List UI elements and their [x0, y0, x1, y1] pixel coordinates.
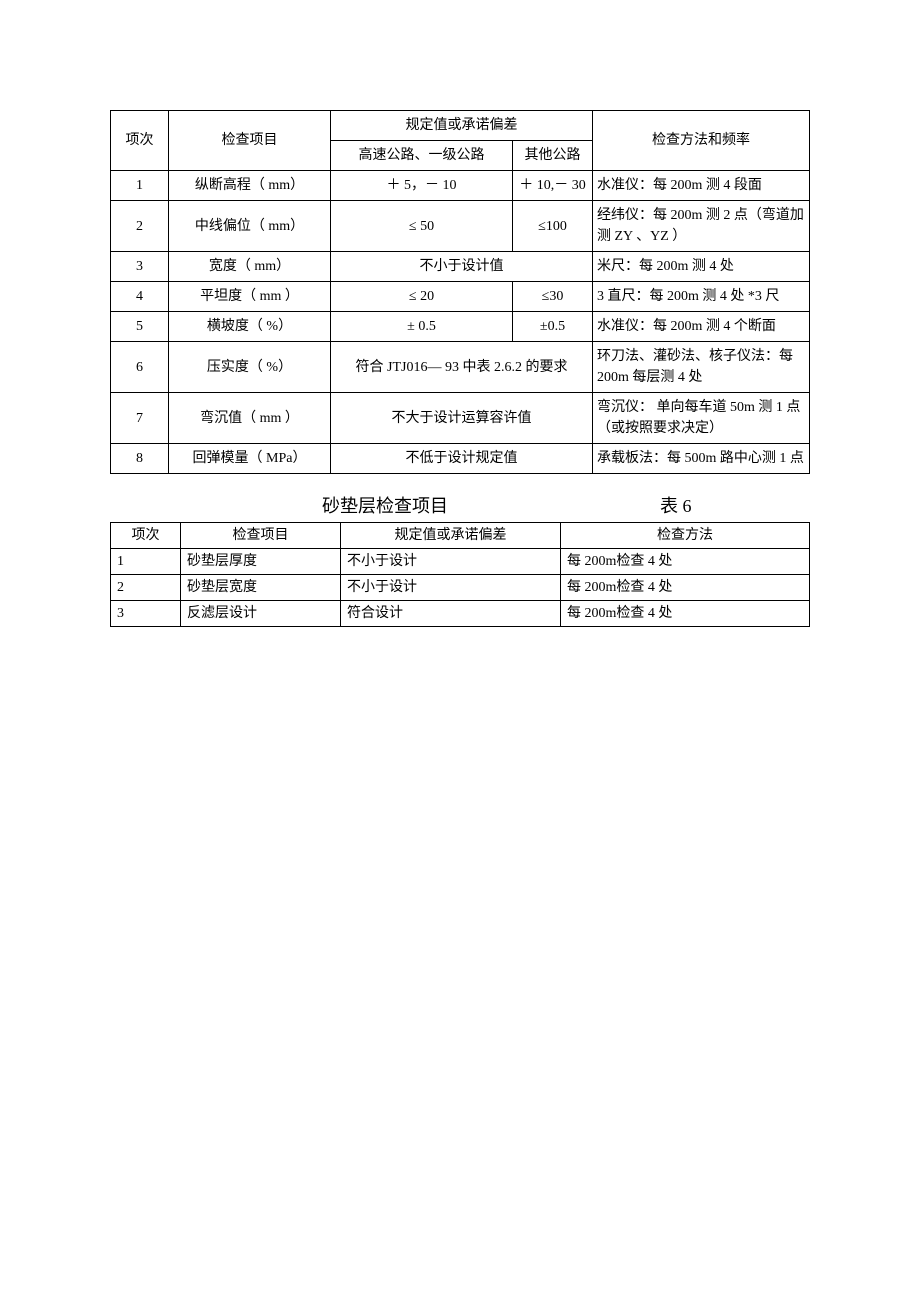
cell-n: 1: [111, 549, 181, 575]
cell-n: 2: [111, 201, 169, 252]
col-header-spec: 规定值或承诺偏差: [331, 111, 593, 141]
col-header-spec: 规定值或承诺偏差: [341, 523, 561, 549]
col-header-item: 检查项目: [169, 111, 331, 171]
cell-item: 反滤层设计: [181, 601, 341, 627]
cell-item: 回弹模量（ MPa）: [169, 444, 331, 474]
table-row: 4 平坦度（ mm ） ≤ 20 ≤30 3 直尺：每 200m 测 4 处 *…: [111, 282, 810, 312]
cell-item: 砂垫层宽度: [181, 575, 341, 601]
cell-item: 中线偏位（ mm）: [169, 201, 331, 252]
cell-item: 压实度（ %）: [169, 342, 331, 393]
inspection-table-2: 项次 检查项目 规定值或承诺偏差 检查方法 1 砂垫层厚度 不小于设计 每 20…: [110, 522, 810, 627]
cell-merged: 不低于设计规定值: [331, 444, 593, 474]
table-row: 1 砂垫层厚度 不小于设计 每 200m检查 4 处: [111, 549, 810, 575]
table-row: 5 横坡度（ %） ± 0.5 ±0.5 水准仪：每 200m 测 4 个断面: [111, 312, 810, 342]
cell-item: 砂垫层厚度: [181, 549, 341, 575]
cell-n: 1: [111, 171, 169, 201]
cell-other: ≤30: [513, 282, 593, 312]
cell-spec: 符合设计: [341, 601, 561, 627]
col-header-index: 项次: [111, 523, 181, 549]
cell-n: 7: [111, 393, 169, 444]
col-header-method: 检查方法: [561, 523, 810, 549]
col-header-item: 检查项目: [181, 523, 341, 549]
cell-hw: ± 0.5: [331, 312, 513, 342]
cell-hw: ≤ 20: [331, 282, 513, 312]
cell-method: 弯沉仪： 单向每车道 50m 测 1 点（或按照要求决定）: [593, 393, 810, 444]
cell-merged: 符合 JTJ016— 93 中表 2.6.2 的要求: [331, 342, 593, 393]
table-row: 3 反滤层设计 符合设计 每 200m检查 4 处: [111, 601, 810, 627]
table-row: 8 回弹模量（ MPa） 不低于设计规定值 承载板法：每 500m 路中心测 1…: [111, 444, 810, 474]
cell-method: 承载板法：每 500m 路中心测 1 点: [593, 444, 810, 474]
cell-method: 每 200m检查 4 处: [561, 575, 810, 601]
cell-spec: 不小于设计: [341, 575, 561, 601]
cell-method: 经纬仪：每 200m 测 2 点（弯道加测 ZY 、YZ ）: [593, 201, 810, 252]
cell-item: 平坦度（ mm ）: [169, 282, 331, 312]
cell-other: ±0.5: [513, 312, 593, 342]
cell-method: 水准仪：每 200m 测 4 个断面: [593, 312, 810, 342]
cell-item: 横坡度（ %）: [169, 312, 331, 342]
cell-method: 米尺：每 200m 测 4 处: [593, 252, 810, 282]
cell-n: 6: [111, 342, 169, 393]
col-header-method: 检查方法和频率: [593, 111, 810, 171]
table2-title-row: 砂垫层检查项目 表 6: [110, 492, 810, 518]
cell-n: 3: [111, 252, 169, 282]
subcol-other: 其他公路: [513, 141, 593, 171]
cell-merged: 不小于设计值: [331, 252, 593, 282]
cell-method: 每 200m检查 4 处: [561, 601, 810, 627]
cell-n: 3: [111, 601, 181, 627]
cell-item: 宽度（ mm）: [169, 252, 331, 282]
col-header-index: 项次: [111, 111, 169, 171]
subcol-highway: 高速公路、一级公路: [331, 141, 513, 171]
table2-title: 砂垫层检查项目: [110, 492, 660, 518]
inspection-table-1: 项次 检查项目 规定值或承诺偏差 检查方法和频率 高速公路、一级公路 其他公路 …: [110, 110, 810, 474]
cell-n: 4: [111, 282, 169, 312]
table-row: 3 宽度（ mm） 不小于设计值 米尺：每 200m 测 4 处: [111, 252, 810, 282]
table-row: 6 压实度（ %） 符合 JTJ016— 93 中表 2.6.2 的要求 环刀法…: [111, 342, 810, 393]
cell-method: 水准仪：每 200m 测 4 段面: [593, 171, 810, 201]
table-row: 2 砂垫层宽度 不小于设计 每 200m检查 4 处: [111, 575, 810, 601]
cell-hw: ＋ 5，－ 10: [331, 171, 513, 201]
cell-other: ＋ 10,－ 30: [513, 171, 593, 201]
cell-item: 纵断高程（ mm）: [169, 171, 331, 201]
table-row: 2 中线偏位（ mm） ≤ 50 ≤100 经纬仪：每 200m 测 2 点（弯…: [111, 201, 810, 252]
cell-n: 2: [111, 575, 181, 601]
cell-n: 5: [111, 312, 169, 342]
cell-method: 3 直尺：每 200m 测 4 处 *3 尺: [593, 282, 810, 312]
table-row: 1 纵断高程（ mm） ＋ 5，－ 10 ＋ 10,－ 30 水准仪：每 200…: [111, 171, 810, 201]
cell-method: 环刀法、灌砂法、核子仪法：每 200m 每层测 4 处: [593, 342, 810, 393]
table2-label: 表 6: [660, 492, 780, 518]
table-row: 7 弯沉值（ mm ） 不大于设计运算容许值 弯沉仪： 单向每车道 50m 测 …: [111, 393, 810, 444]
cell-other: ≤100: [513, 201, 593, 252]
cell-n: 8: [111, 444, 169, 474]
cell-merged: 不大于设计运算容许值: [331, 393, 593, 444]
cell-method: 每 200m检查 4 处: [561, 549, 810, 575]
cell-hw: ≤ 50: [331, 201, 513, 252]
cell-item: 弯沉值（ mm ）: [169, 393, 331, 444]
cell-spec: 不小于设计: [341, 549, 561, 575]
